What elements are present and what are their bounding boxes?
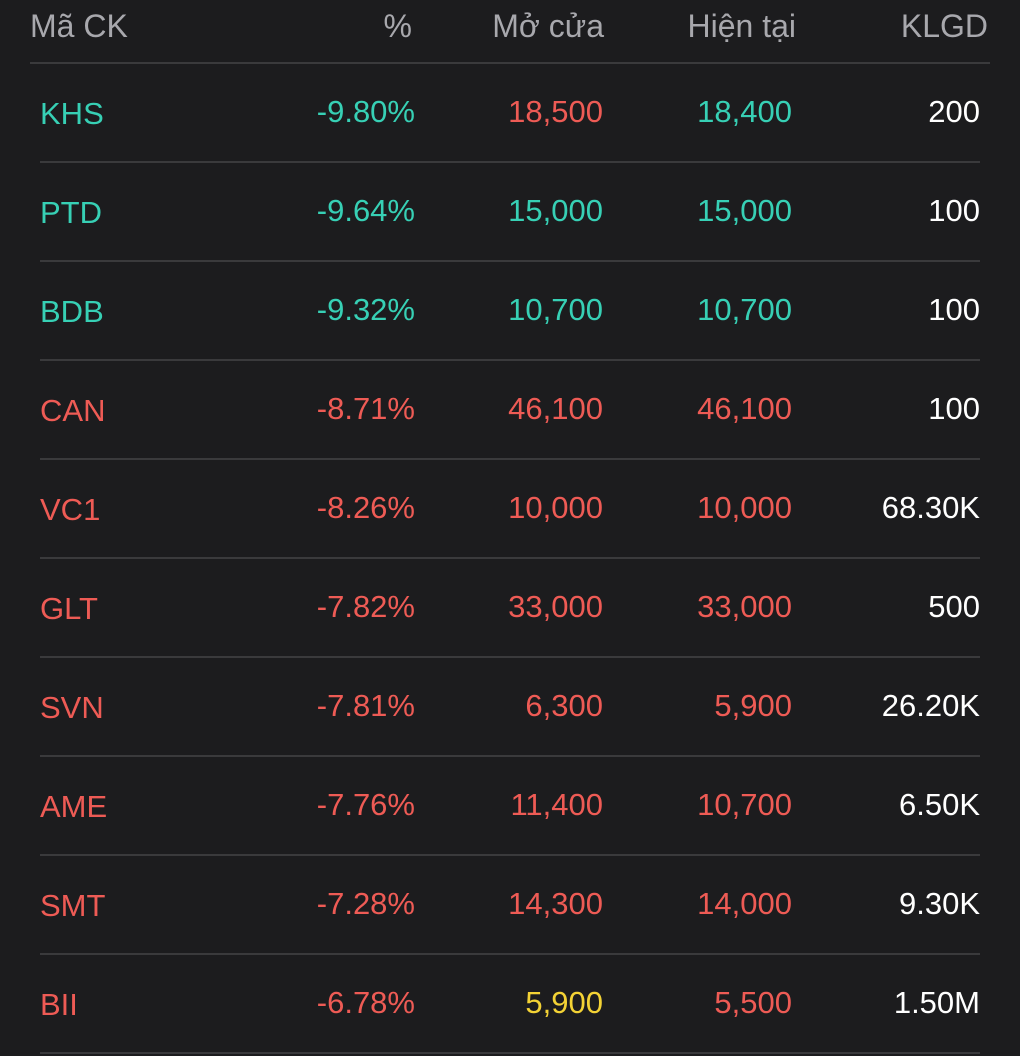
- row-open: 11,400: [510, 787, 603, 822]
- row-open: 5,900: [525, 985, 603, 1020]
- table-row[interactable]: SMT -7.28% 14,300 14,000 9.30K: [40, 856, 980, 955]
- row-symbol: AME: [40, 789, 108, 824]
- table-row[interactable]: PTD -9.64% 15,000 15,000 100: [40, 163, 980, 262]
- row-percent: -6.78%: [316, 985, 415, 1020]
- row-percent: -7.76%: [316, 787, 415, 822]
- row-volume: 68.30K: [881, 490, 980, 525]
- row-open: 18,500: [508, 94, 603, 129]
- table-header: Mã CK % Mở cửa Hiện tại KLGD: [30, 0, 990, 64]
- row-symbol: BDB: [40, 294, 104, 329]
- header-open[interactable]: Mở cửa: [492, 8, 604, 44]
- table-row[interactable]: CAN -8.71% 46,100 46,100 100: [40, 361, 980, 460]
- table-row[interactable]: SVN -7.81% 6,300 5,900 26.20K: [40, 658, 980, 757]
- row-current: 33,000: [697, 589, 792, 624]
- row-percent: -9.80%: [316, 94, 415, 129]
- row-open: 33,000: [508, 589, 603, 624]
- row-volume: 6.50K: [898, 787, 980, 822]
- table-row[interactable]: KHS -9.80% 18,500 18,400 200: [40, 64, 980, 163]
- row-current: 5,500: [714, 985, 792, 1020]
- row-open: 6,300: [525, 688, 603, 723]
- row-current: 5,900: [714, 688, 792, 723]
- row-volume: 200: [928, 94, 980, 129]
- row-open: 14,300: [508, 886, 603, 921]
- row-current: 14,000: [697, 886, 792, 921]
- row-symbol: PTD: [40, 195, 102, 230]
- row-percent: -7.82%: [316, 589, 415, 624]
- row-percent: -8.26%: [316, 490, 415, 525]
- row-symbol: KHS: [40, 96, 104, 131]
- row-current: 15,000: [697, 193, 792, 228]
- table-row[interactable]: AME -7.76% 11,400 10,700 6.50K: [40, 757, 980, 856]
- row-symbol: SVN: [40, 690, 104, 725]
- row-volume: 1.50M: [893, 985, 980, 1020]
- table-row[interactable]: BII -6.78% 5,900 5,500 1.50M: [40, 955, 980, 1054]
- header-percent[interactable]: %: [383, 8, 412, 44]
- row-current: 18,400: [697, 94, 792, 129]
- header-symbol[interactable]: Mã CK: [30, 8, 128, 44]
- row-percent: -9.64%: [316, 193, 415, 228]
- row-open: 10,700: [508, 292, 603, 327]
- row-symbol: GLT: [40, 591, 98, 626]
- row-symbol: VC1: [40, 492, 101, 527]
- row-open: 10,000: [508, 490, 603, 525]
- row-percent: -7.81%: [316, 688, 415, 723]
- row-percent: -7.28%: [316, 886, 415, 921]
- row-percent: -9.32%: [316, 292, 415, 327]
- row-volume: 100: [928, 193, 980, 228]
- row-percent: -8.71%: [316, 391, 415, 426]
- row-current: 10,700: [697, 292, 792, 327]
- table-row[interactable]: GLT -7.82% 33,000 33,000 500: [40, 559, 980, 658]
- row-current: 10,000: [697, 490, 792, 525]
- row-volume: 500: [928, 589, 980, 624]
- row-symbol: CAN: [40, 393, 106, 428]
- row-current: 46,100: [697, 391, 792, 426]
- table-row[interactable]: BDB -9.32% 10,700 10,700 100: [40, 262, 980, 361]
- row-volume: 100: [928, 292, 980, 327]
- row-open: 15,000: [508, 193, 603, 228]
- row-open: 46,100: [508, 391, 603, 426]
- row-current: 10,700: [697, 787, 792, 822]
- row-symbol: SMT: [40, 888, 106, 923]
- row-volume: 9.30K: [898, 886, 980, 921]
- table-row[interactable]: VC1 -8.26% 10,000 10,000 68.30K: [40, 460, 980, 559]
- header-current[interactable]: Hiện tại: [687, 8, 797, 44]
- header-volume[interactable]: KLGD: [900, 8, 988, 44]
- row-volume: 26.20K: [881, 688, 980, 723]
- row-symbol: BII: [40, 987, 78, 1022]
- row-volume: 100: [928, 391, 980, 426]
